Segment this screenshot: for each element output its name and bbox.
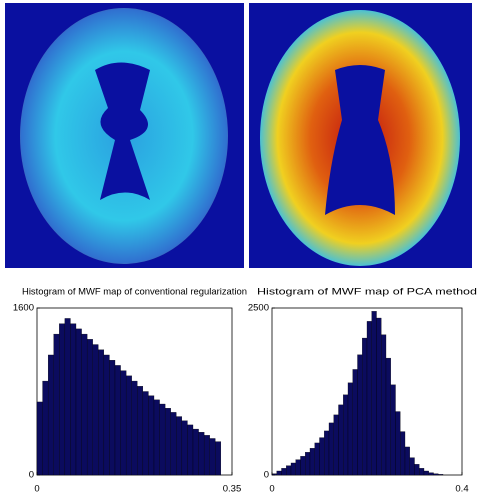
histogram-bar: [93, 345, 99, 475]
histogram-bar: [429, 473, 434, 475]
histogram-bar: [291, 463, 296, 475]
histogram-bar: [324, 431, 329, 475]
histogram-bar: [199, 432, 205, 475]
histogram-bar: [282, 468, 287, 475]
histogram-bar: [193, 429, 199, 475]
histogram-bar: [171, 412, 177, 475]
histogram-bar: [301, 456, 306, 475]
histogram-bar: [137, 386, 143, 475]
histogram-bar: [410, 458, 415, 475]
histogram-bar: [215, 442, 221, 475]
x-tick-label: 0.4: [455, 484, 468, 494]
x-tick-label: 0: [269, 484, 274, 494]
histogram-bar: [348, 383, 353, 475]
histogram-bar: [405, 447, 410, 475]
histogram-bar: [320, 438, 325, 475]
histogram-bar: [65, 318, 71, 475]
histogram-bar: [343, 395, 348, 475]
mwf-map-conventional: [5, 3, 244, 268]
histogram-bar: [415, 464, 420, 475]
histogram-bar: [305, 452, 310, 475]
histogram-bar: [339, 405, 344, 475]
histogram-bar: [76, 329, 82, 475]
histogram-bar: [358, 355, 363, 475]
histogram-bar: [98, 350, 104, 475]
histogram-bar: [377, 318, 382, 475]
y-tick-label: 0: [264, 470, 269, 481]
histogram-bar: [176, 417, 182, 475]
histogram-bar: [160, 404, 166, 475]
histogram-bar: [353, 369, 358, 475]
histogram-bar: [396, 412, 401, 475]
histogram-bar: [148, 396, 154, 475]
histogram-bar: [315, 443, 320, 475]
histogram-bar: [165, 408, 171, 475]
histogram-bar: [109, 360, 115, 475]
chart-title: Histogram of MWF map of conventional reg…: [22, 287, 247, 298]
histogram-bar: [434, 474, 439, 475]
x-tick-label: 0: [34, 484, 39, 494]
histogram-bar: [286, 466, 291, 475]
histogram-bar: [115, 365, 121, 475]
histogram-bar: [438, 474, 443, 475]
mwf-map-pca: [249, 3, 472, 268]
histogram-bar: [419, 468, 424, 475]
figure: Histogram of MWF map of conventional reg…: [0, 0, 477, 494]
chart-title: Histogram of MWF map of PCA method: [257, 287, 477, 298]
histogram-bar: [82, 334, 88, 475]
histogram-bar: [424, 471, 429, 475]
histogram-bar: [400, 432, 405, 475]
histogram-bar: [367, 321, 372, 475]
y-tick-label: 0: [29, 470, 34, 481]
histogram-bar: [310, 448, 315, 475]
histogram-bar: [132, 381, 138, 475]
histogram-bar: [121, 371, 127, 475]
histogram-bar: [54, 334, 60, 475]
histogram-bar: [204, 435, 210, 475]
histogram-bar: [334, 415, 339, 475]
histogram-bar: [277, 471, 282, 475]
histogram-bar: [43, 381, 49, 475]
y-tick-label: 1600: [13, 303, 34, 314]
histogram-bar: [329, 423, 334, 475]
histogram-bar: [70, 324, 76, 475]
histogram-bar: [182, 421, 188, 475]
histogram-bar: [37, 402, 43, 475]
histogram-bar: [143, 392, 149, 476]
histogram-bar: [126, 376, 132, 475]
y-tick-label: 2500: [248, 303, 269, 314]
x-tick-label: 0.35: [223, 484, 242, 494]
histogram-bar: [386, 358, 391, 475]
histogram-bar: [154, 400, 160, 475]
histogram-bar: [48, 355, 54, 475]
histogram-bar: [381, 335, 386, 475]
histogram-bar: [372, 311, 377, 475]
histogram-bar: [104, 355, 110, 475]
histogram-bar: [362, 338, 367, 475]
histogram-bar: [210, 438, 216, 475]
histogram-bar: [59, 324, 65, 475]
histogram-bar: [391, 385, 396, 475]
histogram-bar: [87, 339, 93, 475]
histogram-bar: [296, 460, 301, 475]
histogram-bar: [187, 425, 193, 475]
